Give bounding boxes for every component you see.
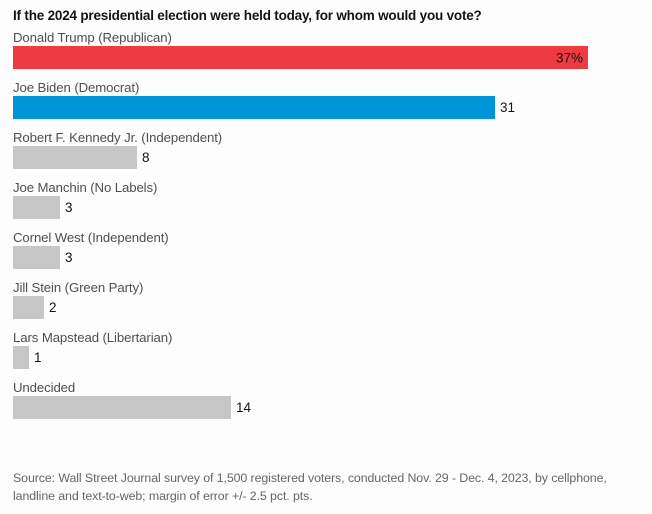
bar-line: 3 [13, 246, 639, 269]
bar-line: 14 [13, 396, 639, 419]
bar-line: 2 [13, 296, 639, 319]
value-label: 31 [500, 100, 516, 115]
category-label: Cornel West (Independent) [13, 230, 169, 245]
value-label: 37% [555, 50, 583, 65]
bar-row: Cornel West (Independent) 3 [13, 230, 639, 269]
bar-row: Joe Biden (Democrat) 31 [13, 80, 639, 119]
bar-row: Lars Mapstead (Libertarian) 1 [13, 330, 639, 369]
category-label: Donald Trump (Republican) [13, 30, 172, 45]
bar-rows: Donald Trump (Republican) 37% Joe Biden … [13, 30, 639, 419]
category-label: Joe Manchin (No Labels) [13, 180, 158, 195]
bar [13, 146, 137, 169]
value-label: 1 [34, 350, 42, 365]
bar [13, 346, 29, 369]
bar [13, 196, 60, 219]
category-label: Undecided [13, 380, 76, 395]
bar-line: 3 [13, 196, 639, 219]
source-note: Source: Wall Street Journal survey of 1,… [13, 471, 607, 503]
bar-row: Undecided 14 [13, 380, 639, 419]
value-label: 8 [142, 150, 150, 165]
bar-line: 37% [13, 46, 639, 69]
bar-line: 31 [13, 96, 639, 119]
bar [13, 296, 44, 319]
category-label: Joe Biden (Democrat) [13, 80, 140, 95]
category-label: Lars Mapstead (Libertarian) [13, 330, 173, 345]
bar: 37% [13, 46, 588, 69]
value-label: 14 [236, 400, 252, 415]
chart-title: If the 2024 presidential election were h… [13, 8, 482, 23]
bar-row: Donald Trump (Republican) 37% [13, 30, 639, 69]
bar-line: 1 [13, 346, 639, 369]
value-label: 3 [65, 250, 73, 265]
category-label: Jill Stein (Green Party) [13, 280, 144, 295]
value-label: 3 [65, 200, 73, 215]
bar [13, 96, 495, 119]
bar-row: Joe Manchin (No Labels) 3 [13, 180, 639, 219]
bar-line: 8 [13, 146, 639, 169]
bar [13, 396, 231, 419]
bar-row: Jill Stein (Green Party) 2 [13, 280, 639, 319]
bar-row: Robert F. Kennedy Jr. (Independent) 8 [13, 130, 639, 169]
value-label: 2 [49, 300, 57, 315]
bar [13, 246, 60, 269]
category-label: Robert F. Kennedy Jr. (Independent) [13, 130, 223, 145]
